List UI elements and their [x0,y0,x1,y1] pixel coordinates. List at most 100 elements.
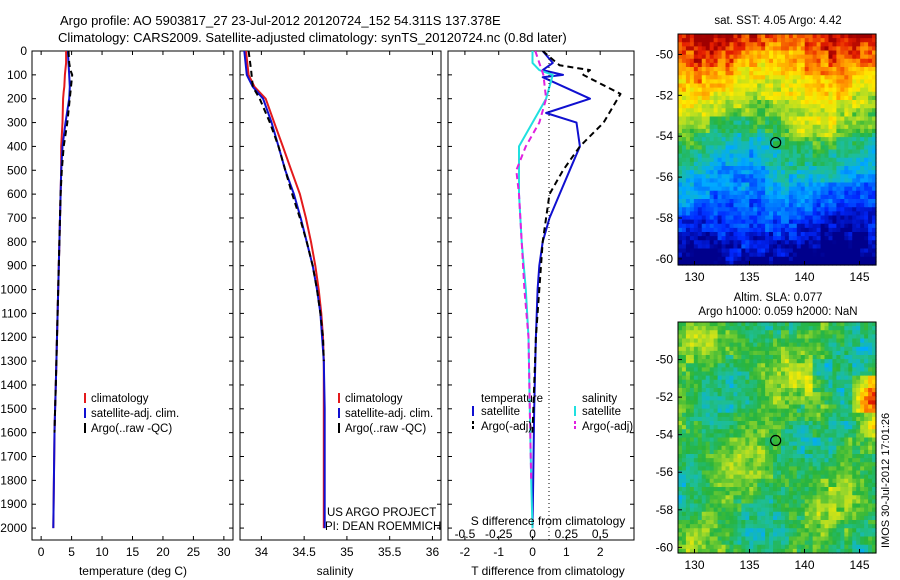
map-cell [872,199,877,204]
map-cell [693,83,699,89]
map-cell [868,199,873,204]
map-cell [856,174,861,179]
map-cell [678,355,683,360]
map-cell [725,421,731,426]
map-cell [852,215,857,221]
map-cell [701,379,707,385]
map-cell [733,211,738,217]
map-cell [808,133,814,138]
map-cell [678,379,683,385]
map-cell [820,392,826,397]
map-cell [792,371,798,377]
map-cell [709,141,715,146]
map-cell [800,166,806,171]
map-cell [804,219,810,225]
map-cell [872,232,877,237]
map-cell [820,421,826,426]
map-cell [749,100,754,105]
map-cell [717,388,723,393]
map-cell [689,54,695,60]
map-cell [765,244,770,250]
map-cell [721,174,727,179]
map-cell [757,95,762,101]
map-cell [808,83,814,89]
map-cell [852,425,857,430]
map-cell [868,458,873,463]
map-cell [685,62,691,68]
map-cell [792,363,798,368]
map-cell [780,449,786,455]
map-cell [840,38,845,43]
map-cell [685,346,691,352]
map-cell [816,120,822,126]
map-cell [808,326,814,331]
map-cell [788,46,794,52]
map-cell [836,429,841,434]
map-cell [725,322,731,327]
map-cell [729,83,735,89]
map-cell [745,211,750,217]
map-cell [856,219,861,225]
map-cell [749,190,754,196]
map-cell [681,112,687,118]
map-cell [792,458,798,463]
map-cell [685,145,691,151]
map-cell [705,58,711,64]
map-cell [701,256,707,262]
map-cell [780,104,786,109]
map-cell [757,137,762,142]
map-cell [678,161,683,167]
map-cell [773,359,778,364]
map-cell [784,178,790,184]
map-cell [788,474,794,480]
map-cell [788,104,794,109]
map-cell [792,248,798,254]
map-cell [678,67,683,72]
map-cell [753,199,758,204]
map-cell [820,207,826,212]
map-cell [741,149,746,155]
map-cell [681,203,687,208]
map-cell [800,404,806,410]
map-cell [796,359,802,364]
map-cell [832,157,837,163]
map-cell [816,437,822,443]
map-cell [705,67,711,72]
map-cell [765,100,770,105]
map-cell [721,236,727,241]
map-cell [757,182,762,188]
map-cell [745,240,750,245]
map-cell [784,153,790,159]
map-cell [717,363,723,368]
map-cell [832,466,837,472]
map-cell [864,145,869,151]
map-cell [864,260,869,266]
map-cell [713,425,719,430]
map-cell [721,429,727,434]
map-cell [816,87,822,93]
map-cell [840,326,845,331]
map-cell [796,215,802,221]
map-cell [860,166,865,171]
map-cell [678,54,683,60]
map-cell [816,141,822,146]
map-cell [729,396,735,401]
map-cell [678,330,683,335]
map-cell [745,87,750,93]
map-cell [689,83,695,89]
map-cell [773,260,778,266]
map-cell [761,141,766,146]
map-cell [705,108,711,113]
map-cell [725,408,731,414]
map-cell [678,412,683,418]
map-cell [757,437,762,443]
map-cell [856,75,861,80]
map-cell [705,54,711,60]
map-cell [856,124,861,130]
map-cell [761,363,766,368]
map-cell [773,454,778,459]
map-cell [808,194,814,200]
map-cell [705,141,711,146]
salinity-axes [239,50,442,541]
map-cell [761,252,766,258]
